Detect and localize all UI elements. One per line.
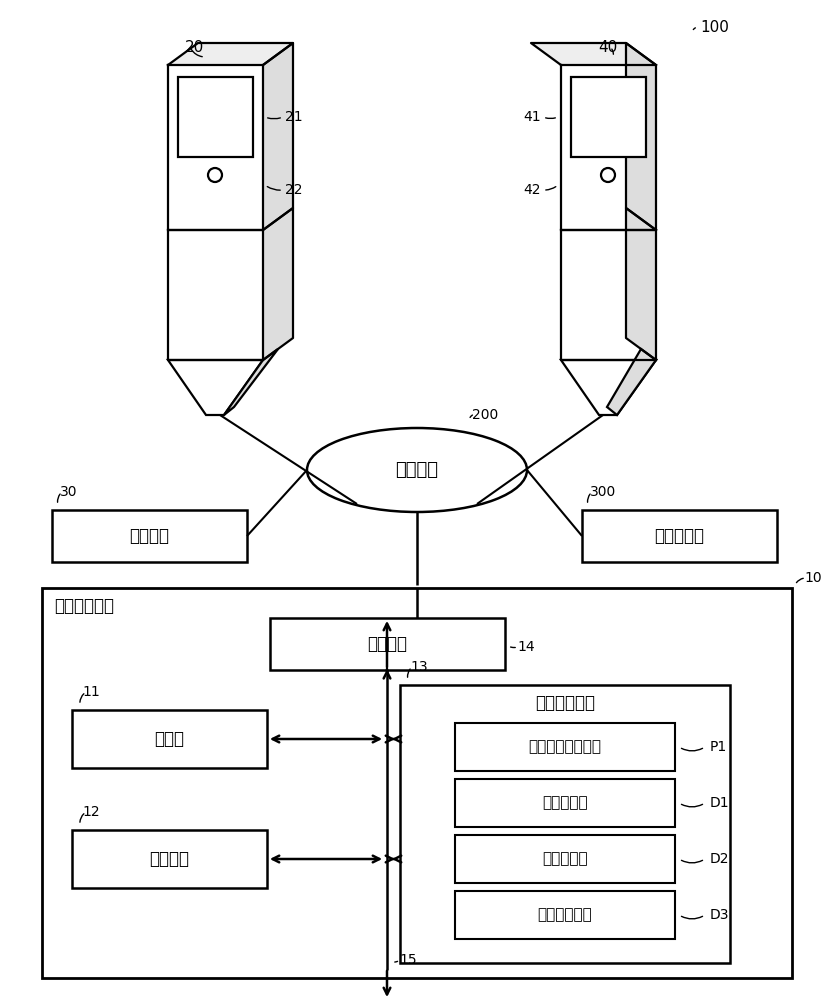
Bar xyxy=(455,723,675,771)
Polygon shape xyxy=(626,43,656,230)
Text: 10: 10 xyxy=(804,571,821,585)
Text: 11: 11 xyxy=(82,685,100,699)
Bar xyxy=(455,779,675,827)
Polygon shape xyxy=(263,43,293,230)
Bar xyxy=(72,830,267,888)
Text: 12: 12 xyxy=(82,805,99,819)
Text: 处理器: 处理器 xyxy=(154,730,184,748)
Bar xyxy=(72,710,267,768)
Text: 42: 42 xyxy=(523,183,540,197)
Text: 300: 300 xyxy=(590,485,616,499)
Polygon shape xyxy=(626,208,656,360)
Polygon shape xyxy=(561,65,656,230)
Text: 30: 30 xyxy=(60,485,78,499)
Bar xyxy=(400,685,730,963)
Polygon shape xyxy=(168,43,293,65)
Text: 100: 100 xyxy=(700,20,729,35)
Text: 13: 13 xyxy=(410,660,428,674)
Circle shape xyxy=(208,168,222,182)
Text: 40: 40 xyxy=(598,39,617,54)
Text: 结算服务器: 结算服务器 xyxy=(654,527,704,545)
Bar xyxy=(178,77,253,157)
Text: 41: 41 xyxy=(523,110,540,124)
Polygon shape xyxy=(561,360,656,415)
Polygon shape xyxy=(168,65,263,230)
Text: 传感器组: 传感器组 xyxy=(129,527,169,545)
Text: 通信接口: 通信接口 xyxy=(367,635,407,653)
Bar xyxy=(455,891,675,939)
Text: 销售管理装置: 销售管理装置 xyxy=(54,597,114,615)
Text: 主存储器: 主存储器 xyxy=(149,850,189,868)
Text: D2: D2 xyxy=(710,852,730,866)
Text: 15: 15 xyxy=(399,953,417,967)
Text: 通信网络: 通信网络 xyxy=(395,461,439,479)
Text: D1: D1 xyxy=(710,796,730,810)
Polygon shape xyxy=(168,230,263,360)
Bar xyxy=(571,77,646,157)
Polygon shape xyxy=(168,360,263,415)
Text: 20: 20 xyxy=(185,39,204,54)
Text: P1: P1 xyxy=(710,740,727,754)
Polygon shape xyxy=(561,230,656,360)
Text: 200: 200 xyxy=(472,408,498,422)
Text: 14: 14 xyxy=(517,640,535,654)
Ellipse shape xyxy=(307,428,527,512)
Bar xyxy=(582,510,777,562)
Text: 21: 21 xyxy=(285,110,303,124)
Text: D3: D3 xyxy=(710,908,730,922)
Text: 未知商品表: 未知商品表 xyxy=(542,852,588,866)
Polygon shape xyxy=(263,208,293,360)
Bar xyxy=(42,588,792,978)
Polygon shape xyxy=(607,349,656,415)
Text: 22: 22 xyxy=(285,183,303,197)
Polygon shape xyxy=(224,349,278,415)
Bar xyxy=(52,510,247,562)
Polygon shape xyxy=(531,43,656,65)
Text: 丢失期间数据: 丢失期间数据 xyxy=(538,908,592,922)
Circle shape xyxy=(601,168,615,182)
Bar xyxy=(455,835,675,883)
Text: 销售管理应用程序: 销售管理应用程序 xyxy=(529,740,601,754)
Text: 购买商品表: 购买商品表 xyxy=(542,796,588,810)
Text: 辅助存储装置: 辅助存储装置 xyxy=(535,694,595,712)
Bar xyxy=(270,618,505,670)
